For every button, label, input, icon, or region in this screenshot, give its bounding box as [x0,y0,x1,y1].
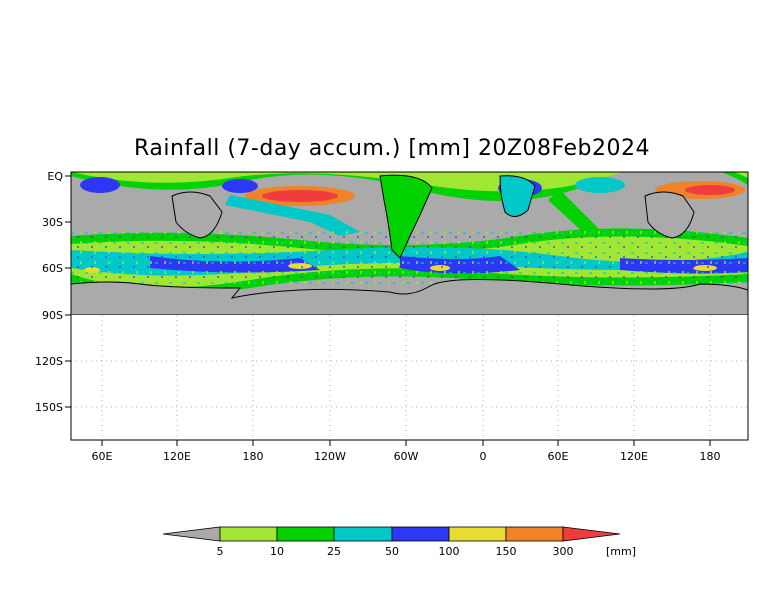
lat-tick-label: 120S [35,355,63,368]
lon-tick-label: 60E [92,450,113,463]
colorbar-unit-label: [mm] [606,545,636,558]
colorbar-bin [505,526,564,542]
lat-tick-label: 30S [42,216,63,229]
colorbar [162,526,621,542]
colorbar-bin [276,526,335,542]
lon-tick-label: 180 [700,450,721,463]
lon-tick-label: 60E [548,450,569,463]
colorbar-level-label: 300 [553,545,574,558]
map-frame [70,171,749,441]
colorbar-bin [448,526,507,542]
grid-lines [71,315,748,440]
colorbar-bin [333,526,393,542]
colorbar-level-label: 10 [270,545,284,558]
colorbar-high-arrow [562,526,621,542]
lon-tick-label: 120E [620,450,648,463]
lon-tick-label: 180 [243,450,264,463]
colorbar-level-label: 100 [439,545,460,558]
lon-tick-label: 120E [163,450,191,463]
colorbar-low-arrow [162,526,221,542]
colorbar-level-label: 5 [217,545,224,558]
lon-tick-label: 120W [314,450,346,463]
lat-tick-label: EQ [47,170,63,183]
chart-title: Rainfall (7-day accum.) [mm] 20Z08Feb202… [134,136,650,161]
axis-ticks [65,175,711,446]
lon-tick-label: 0 [480,450,487,463]
colorbar-level-label: 150 [496,545,517,558]
colorbar-bin [391,526,450,542]
lat-tick-label: 90S [42,309,63,322]
lat-tick-label: 150S [35,401,63,414]
lat-tick-label: 60S [42,262,63,275]
colorbar-bin [219,526,278,542]
colorbar-level-label: 50 [385,545,399,558]
precip-field [71,172,748,315]
colorbar-level-label: 25 [327,545,341,558]
lon-tick-label: 60W [394,450,419,463]
